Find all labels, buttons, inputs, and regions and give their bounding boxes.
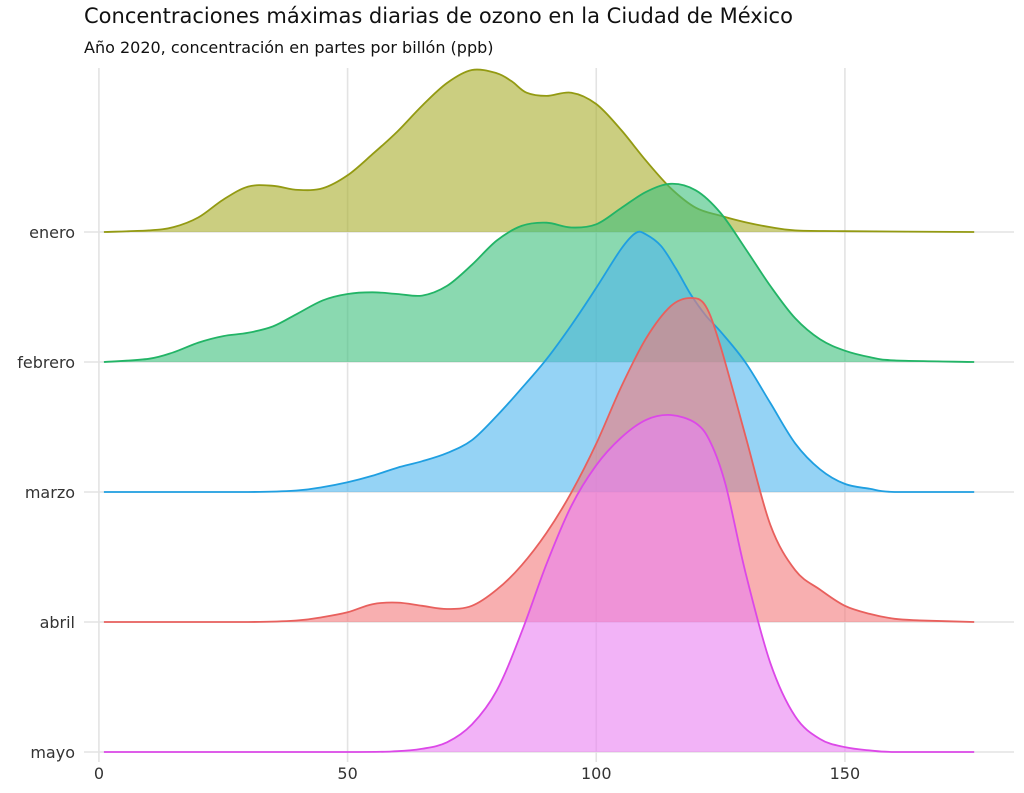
ridge-area-mayo [103, 414, 975, 752]
ridge-area-abril [103, 298, 975, 622]
ridge-line-enero [103, 68, 975, 233]
x-tick-label: 100 [581, 764, 612, 783]
y-axis-labels: enero febrero marzo abril mayo [17, 223, 75, 762]
ridge-line-febrero [103, 182, 975, 363]
ridge-line-marzo [103, 230, 975, 493]
ridge-line-mayo [103, 414, 975, 753]
y-label-enero: enero [29, 223, 75, 242]
y-label-febrero: febrero [17, 353, 75, 372]
chart-title: Concentraciones máximas diarias de ozono… [84, 4, 793, 28]
y-label-marzo: marzo [25, 483, 75, 502]
ridge-area-marzo [103, 231, 975, 492]
y-label-abril: abril [40, 613, 75, 632]
ridge-area-enero [103, 69, 975, 232]
chart-subtitle: Año 2020, concentración en partes por bi… [84, 38, 494, 57]
x-tick-label: 150 [830, 764, 861, 783]
ridge-line-abril [103, 297, 975, 623]
ridge-area-febrero [103, 183, 975, 362]
ridges [103, 68, 975, 753]
x-tick-label: 50 [337, 764, 357, 783]
y-label-mayo: mayo [30, 743, 75, 762]
x-tick-label: 0 [94, 764, 104, 783]
x-axis-labels: 0 50 100 150 [94, 764, 860, 783]
